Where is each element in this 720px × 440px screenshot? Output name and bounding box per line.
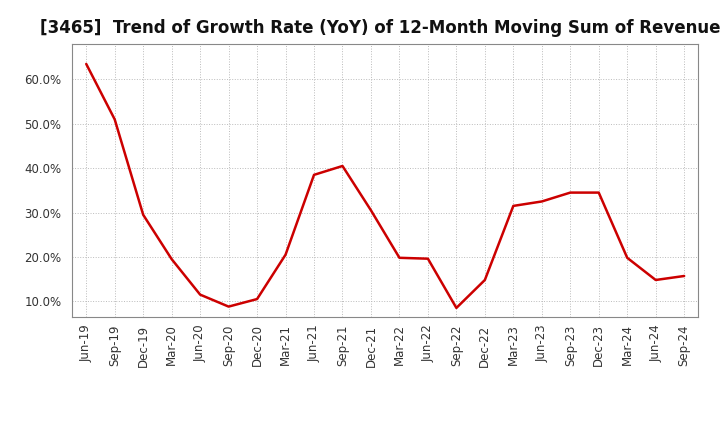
Title: [3465]  Trend of Growth Rate (YoY) of 12-Month Moving Sum of Revenues: [3465] Trend of Growth Rate (YoY) of 12-… bbox=[40, 19, 720, 37]
